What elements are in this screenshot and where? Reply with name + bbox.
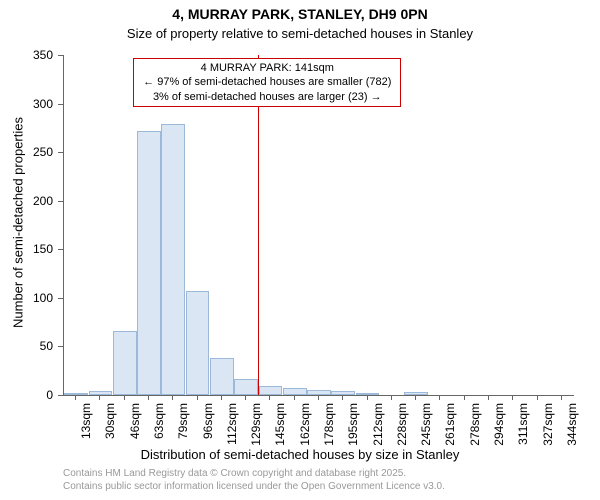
y-tick [58,298,63,299]
y-tick-label: 100 [0,291,53,305]
histogram-bar [186,291,210,395]
y-tick-label: 150 [0,242,53,256]
x-tick [537,395,538,400]
chart-container: 4, MURRAY PARK, STANLEY, DH9 0PN Size of… [0,0,600,500]
x-tick [294,395,295,400]
x-tick-label: 30sqm [103,403,117,453]
x-tick [342,395,343,400]
x-tick-label: 178sqm [322,403,336,453]
x-tick-label: 195sqm [346,403,360,453]
x-tick-label: 63sqm [152,403,166,453]
x-tick [245,395,246,400]
attribution-line: Contains public sector information licen… [63,480,445,493]
y-tick [58,55,63,56]
histogram-bar [283,388,307,395]
annotation-line: ← 97% of semi-detached houses are smalle… [138,75,396,89]
y-tick-label: 200 [0,194,53,208]
x-tick [561,395,562,400]
x-tick-label: 278sqm [468,403,482,453]
x-tick-label: 261sqm [443,403,457,453]
y-tick-label: 300 [0,97,53,111]
y-tick [58,249,63,250]
x-tick-label: 13sqm [79,403,93,453]
x-tick-label: 311sqm [516,403,530,453]
chart-subtitle: Size of property relative to semi-detach… [0,26,600,41]
x-tick [148,395,149,400]
x-tick [197,395,198,400]
x-tick-label: 79sqm [176,403,190,453]
histogram-bar [137,131,161,395]
x-tick-label: 96sqm [201,403,215,453]
x-tick [415,395,416,400]
histogram-bar [259,386,283,395]
y-tick-label: 0 [0,388,53,402]
chart-title: 4, MURRAY PARK, STANLEY, DH9 0PN [0,6,600,22]
x-tick [318,395,319,400]
x-tick [367,395,368,400]
histogram-bar [161,124,185,395]
x-tick [221,395,222,400]
x-tick [269,395,270,400]
histogram-bar [210,358,234,395]
x-tick-label: 112sqm [225,403,239,453]
x-tick [99,395,100,400]
y-tick [58,104,63,105]
histogram-bar [113,331,137,395]
x-tick-label: 228sqm [395,403,409,453]
x-tick-label: 212sqm [371,403,385,453]
y-tick [58,395,63,396]
x-tick [75,395,76,400]
x-tick-label: 129sqm [249,403,263,453]
x-tick-label: 245sqm [419,403,433,453]
histogram-bar [234,379,258,395]
x-tick-label: 46sqm [128,403,142,453]
x-tick [488,395,489,400]
annotation-line: 4 MURRAY PARK: 141sqm [138,61,396,75]
x-tick [124,395,125,400]
x-tick [172,395,173,400]
y-tick [58,152,63,153]
x-tick-label: 145sqm [273,403,287,453]
y-tick [58,201,63,202]
x-tick [439,395,440,400]
annotation-line: 3% of semi-detached houses are larger (2… [138,90,396,104]
x-tick-label: 294sqm [492,403,506,453]
x-tick-label: 344sqm [565,403,579,453]
y-tick [58,346,63,347]
plot-area: 4 MURRAY PARK: 141sqm← 97% of semi-detac… [63,55,574,396]
y-tick-label: 350 [0,48,53,62]
attribution-text: Contains HM Land Registry data © Crown c… [63,467,445,493]
x-tick-label: 162sqm [298,403,312,453]
x-tick [512,395,513,400]
x-tick-label: 327sqm [541,403,555,453]
annotation-box: 4 MURRAY PARK: 141sqm← 97% of semi-detac… [133,58,401,107]
y-tick-label: 50 [0,339,53,353]
y-tick-label: 250 [0,145,53,159]
x-tick [391,395,392,400]
x-tick [464,395,465,400]
attribution-line: Contains HM Land Registry data © Crown c… [63,467,445,480]
